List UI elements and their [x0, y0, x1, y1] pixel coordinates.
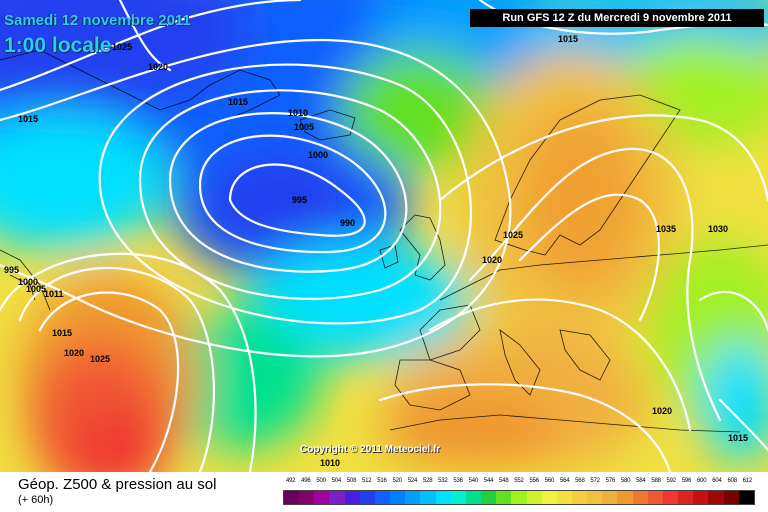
isobar-label: 1020	[652, 406, 672, 416]
legend-swatch	[481, 491, 497, 504]
legend-swatch	[435, 491, 451, 504]
legend-swatch	[678, 491, 694, 504]
legend-swatch	[662, 491, 679, 504]
legend-swatch	[284, 491, 300, 504]
isobar-label: 1000	[308, 150, 328, 160]
legend-swatch	[723, 491, 739, 504]
legend-swatch	[314, 491, 330, 504]
isobar-label: 1030	[708, 224, 728, 234]
forecast-time: 1:00 locale	[4, 34, 112, 57]
isobar-label: 1025	[90, 354, 110, 364]
legend-label: 520	[392, 478, 402, 484]
isobar-label: 1020	[148, 62, 168, 72]
legend-swatch	[541, 491, 557, 504]
color-scale-legend: 492 496 500 504 508 512 516 520 524 528 532 536 540 5…	[283, 478, 755, 506]
legend-swatch	[344, 491, 360, 504]
legend-label: 596	[681, 478, 692, 484]
isobar-label: 1015	[18, 114, 38, 124]
map-canvas: 1025 1020 1015 1015 1015 1010 1005 1000 …	[0, 0, 768, 472]
isobar-label: 1025	[112, 42, 132, 52]
weather-map: 1025 1020 1015 1015 1015 1010 1005 1000 …	[0, 0, 768, 472]
legend-swatch	[602, 491, 618, 504]
legend-swatch	[738, 491, 754, 504]
legend-swatch	[420, 491, 436, 504]
legend-swatch	[405, 491, 421, 504]
legend-swatch	[587, 491, 603, 504]
isobar-label: 1015	[728, 433, 748, 443]
isobar-label: 1005	[26, 284, 46, 294]
legend-labels: 492 496 500 504 508 512 516 520 524 528 532 536 540 5…	[283, 478, 755, 490]
legend-label: 584	[636, 478, 646, 484]
isobar-label: 1020	[482, 255, 502, 265]
isobar-label: 1015	[228, 97, 248, 107]
legend-swatch	[571, 491, 588, 504]
legend-label: 580	[620, 478, 631, 484]
legend-label: 612	[742, 478, 753, 484]
legend-label: 604	[712, 478, 722, 484]
legend-swatch	[526, 491, 542, 504]
legend-swatch	[708, 491, 724, 504]
legend-label: 540	[468, 478, 479, 484]
isobar-label: 1015	[52, 328, 72, 338]
isobar-label: 1015	[558, 34, 578, 44]
legend-label: 532	[438, 478, 448, 484]
legend-swatch	[496, 491, 512, 504]
run-info-banner: Run GFS 12 Z du Mercredi 9 novembre 2011	[470, 9, 764, 27]
legend-label: 552	[514, 478, 524, 484]
isobar-label: 1010	[288, 108, 308, 118]
legend-swatch	[465, 491, 482, 504]
legend-label: 592	[666, 478, 677, 484]
legend-swatch	[450, 491, 466, 504]
isobar-label: 995	[292, 195, 307, 205]
isobar-label: 1035	[656, 224, 676, 234]
forecast-date: Samedi 12 novembre 2011	[4, 12, 191, 29]
legend-label: 516	[377, 478, 387, 484]
isobar-label: 1025	[503, 230, 523, 240]
legend-label: 500	[316, 478, 326, 484]
legend-swatch	[374, 491, 391, 504]
legend-label: 556	[529, 478, 540, 484]
isobar-label: 995	[4, 265, 19, 275]
legend-label: 524	[407, 478, 418, 484]
legend-swatch	[329, 491, 345, 504]
legend-label: 536	[453, 478, 463, 484]
legend-swatch	[511, 491, 527, 504]
isobar-label: 1010	[320, 458, 340, 468]
legend-label: 512	[362, 478, 372, 484]
legend-swatch	[617, 491, 633, 504]
isobar-label: 990	[340, 218, 355, 228]
legend-swatches	[283, 490, 755, 505]
isobar-label: 1005	[294, 122, 314, 132]
legend-label: 548	[499, 478, 509, 484]
legend-label: 496	[301, 478, 311, 484]
legend-label: 560	[544, 478, 555, 484]
legend-label: 588	[651, 478, 661, 484]
isobar-label: 1020	[64, 348, 84, 358]
legend-swatch	[632, 491, 648, 504]
legend-swatch	[556, 491, 572, 504]
copyright-notice: Copyright © 2011 Meteociel.fr	[300, 444, 441, 455]
lead-time: (+ 60h)	[18, 494, 54, 506]
legend-label: 600	[696, 478, 707, 484]
legend-label: 576	[605, 478, 616, 484]
legend-label: 572	[590, 478, 600, 484]
isobar-label: 1000	[18, 277, 38, 287]
product-title: Géop. Z500 & pression au sol	[18, 476, 217, 493]
legend-swatch	[647, 491, 663, 504]
legend-label: 504	[331, 478, 342, 484]
legend-swatch	[359, 491, 375, 504]
legend-label: 568	[575, 478, 585, 484]
legend-label: 492	[285, 478, 296, 484]
legend-label: 608	[727, 478, 737, 484]
legend-swatch	[299, 491, 315, 504]
legend-swatch	[390, 491, 406, 504]
legend-swatch	[693, 491, 709, 504]
legend-label: 564	[559, 478, 570, 484]
legend-label: 508	[346, 478, 357, 484]
legend-label: 544	[483, 478, 494, 484]
legend-label: 528	[422, 478, 433, 484]
isobar-label: 1011	[44, 289, 64, 299]
